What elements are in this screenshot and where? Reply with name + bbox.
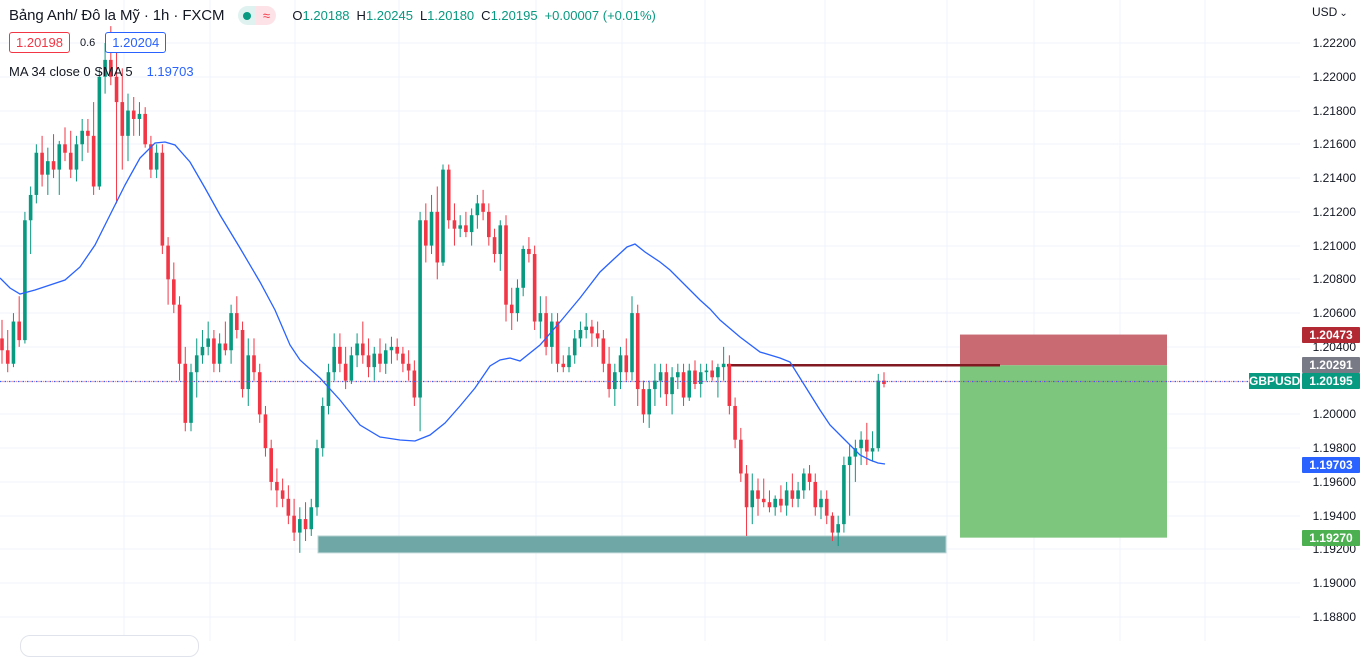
high-value: 1.20245: [365, 8, 413, 23]
price-tick-label: 1.19600: [1312, 474, 1356, 489]
chart-canvas[interactable]: [0, 0, 1366, 641]
chevron-down-icon: ⌄: [1339, 8, 1348, 19]
short-position-tool[interactable]: [960, 334, 1167, 538]
buy-button[interactable]: 1.20204: [105, 32, 167, 53]
price-tick-label: 1.20600: [1312, 306, 1356, 321]
take-profit-price-tag: 1.19270: [1302, 529, 1360, 546]
price-tick-label: 1.20000: [1312, 407, 1356, 422]
indicator-legend[interactable]: MA 34 close 0 SMA 5 1.19703: [9, 64, 194, 79]
last-price-tag: 1.20195: [1302, 373, 1360, 390]
open-value: 1.20188: [302, 8, 350, 23]
high-label: H: [356, 8, 366, 23]
price-tick-label: 1.18800: [1312, 609, 1356, 624]
ma-price-tag: 1.19703: [1302, 456, 1360, 473]
moving-average-line: [0, 141, 886, 465]
support-zone-rectangle[interactable]: [317, 535, 947, 554]
price-tick-label: 1.22000: [1312, 69, 1356, 84]
symbol-price-tag: GBPUSD: [1249, 373, 1301, 390]
price-tick-label: 1.19400: [1312, 508, 1356, 523]
bottom-toolbar-pill[interactable]: [20, 635, 199, 657]
low-value: 1.20180: [427, 8, 475, 23]
close-label: C: [481, 8, 491, 23]
change-value: +0.00007 (+0.01%): [544, 8, 656, 23]
symbol-title[interactable]: Bảng Anh/ Đô la Mỹ · 1h · FXCM: [9, 7, 225, 24]
price-tick-label: 1.22200: [1312, 36, 1356, 50]
candlestick-series: [0, 26, 886, 553]
market-open-icon: [238, 6, 257, 25]
price-tick-label: 1.20800: [1312, 272, 1356, 287]
market-status-pill[interactable]: ≈: [238, 6, 277, 25]
spread-value: 0.6: [80, 36, 96, 49]
price-tick-label: 1.21400: [1312, 171, 1356, 186]
price-tick-label: 1.19200: [1312, 542, 1356, 557]
price-tick-label: 1.19800: [1312, 441, 1356, 456]
close-value: 1.20195: [490, 8, 538, 23]
stop-loss-price-tag: 1.20473: [1302, 326, 1360, 343]
currency-label: USD: [1312, 5, 1338, 19]
open-label: O: [292, 8, 303, 23]
indicator-value: 1.19703: [146, 64, 194, 79]
price-tick-label: 1.21200: [1312, 204, 1356, 219]
stop-loss-zone[interactable]: [960, 334, 1167, 366]
price-tick-label: 1.21000: [1312, 238, 1356, 253]
price-tick-label: 1.19000: [1312, 576, 1356, 591]
price-tick-label: 1.21800: [1312, 103, 1356, 118]
price-tick-label: 1.20400: [1312, 339, 1356, 354]
currency-selector[interactable]: USD ⌄: [1312, 5, 1348, 19]
sell-button[interactable]: 1.20198: [9, 32, 70, 53]
symbol-legend: Bảng Anh/ Đô la Mỹ · 1h · FXCM ≈ O1.2018…: [9, 6, 656, 25]
price-tick-label: 1.21600: [1312, 137, 1356, 152]
data-delay-icon: ≈: [256, 6, 277, 25]
low-label: L: [419, 8, 428, 23]
ohlc-values: O1.20188 H1.20245 L1.20180 C1.20195 +0.0…: [292, 8, 655, 23]
indicator-label: MA 34 close 0 SMA 5: [9, 64, 133, 79]
entry-price-tag: 1.20291: [1302, 357, 1360, 374]
take-profit-zone[interactable]: [960, 365, 1167, 538]
trade-buttons: 1.20198 0.6 1.20204: [9, 32, 167, 53]
